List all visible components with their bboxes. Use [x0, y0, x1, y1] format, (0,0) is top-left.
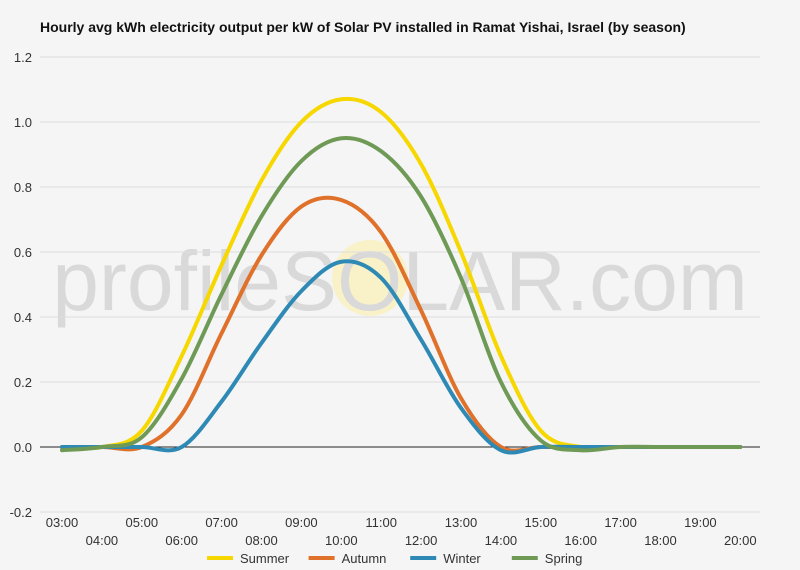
x-tick-label: 09:00 — [285, 515, 318, 530]
legend-label-autumn: Autumn — [342, 551, 387, 566]
x-tick-label: 12:00 — [405, 533, 438, 548]
legend-label-summer: Summer — [240, 551, 290, 566]
y-tick-label: 0.4 — [14, 310, 32, 325]
x-tick-label: 17:00 — [604, 515, 637, 530]
y-tick-label: 0.0 — [14, 440, 32, 455]
y-tick-label: 0.8 — [14, 180, 32, 195]
x-tick-label: 11:00 — [365, 515, 397, 530]
watermark-sun — [332, 240, 408, 316]
x-tick-label: 18:00 — [644, 533, 677, 548]
x-tick-label: 19:00 — [684, 515, 717, 530]
chart-title: Hourly avg kWh electricity output per kW… — [40, 19, 686, 35]
y-tick-label: 0.2 — [14, 375, 32, 390]
watermark-text: profileSOLAR.com — [52, 234, 748, 328]
x-tick-label: 04:00 — [86, 533, 119, 548]
y-tick-label: 1.2 — [14, 50, 32, 65]
y-tick-label: 0.6 — [14, 245, 32, 260]
y-tick-label: -0.2 — [10, 505, 32, 520]
x-tick-label: 16:00 — [564, 533, 597, 548]
x-tick-label: 20:00 — [724, 533, 757, 548]
x-tick-label: 06:00 — [165, 533, 198, 548]
x-tick-label: 14:00 — [485, 533, 518, 548]
x-tick-label: 10:00 — [325, 533, 358, 548]
x-tick-label: 08:00 — [245, 533, 278, 548]
x-tick-label: 15:00 — [525, 515, 558, 530]
x-tick-label: 07:00 — [205, 515, 238, 530]
x-tick-label: 05:00 — [126, 515, 159, 530]
y-tick-label: 1.0 — [14, 115, 32, 130]
series-line-spring — [60, 135, 743, 453]
x-tick-label: 13:00 — [445, 515, 478, 530]
legend-label-spring: Spring — [545, 551, 583, 566]
x-tick-label: 03:00 — [46, 515, 79, 530]
legend-label-winter: Winter — [443, 551, 481, 566]
